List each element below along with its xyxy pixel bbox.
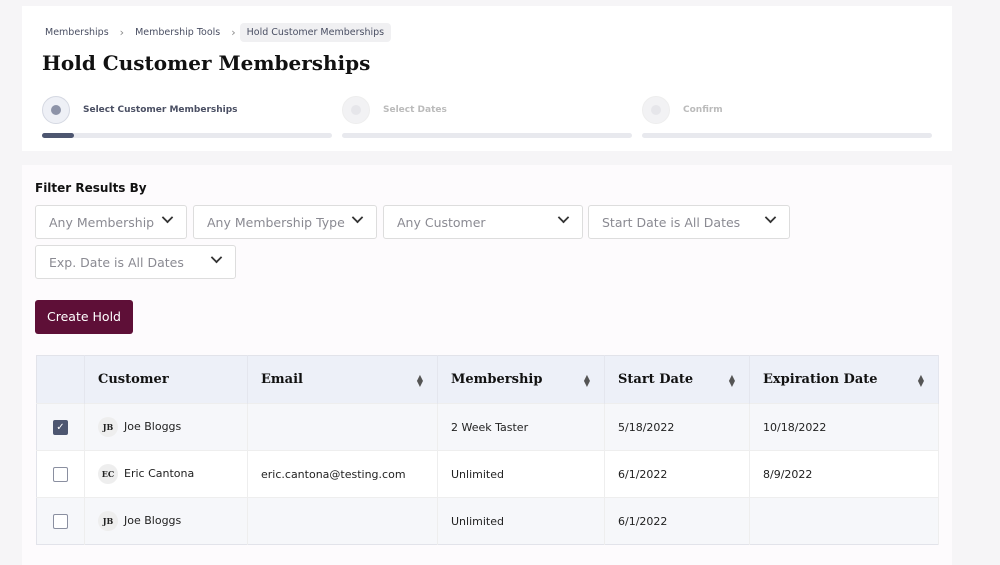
start-date-cell: 5/18/2022 xyxy=(604,403,750,451)
table-row[interactable]: EC Eric Cantona eric.cantona@testing.com … xyxy=(36,450,939,498)
avatar: EC xyxy=(98,464,118,484)
membership-cell: Unlimited xyxy=(437,497,605,545)
step-label: Select Customer Memberships xyxy=(83,105,238,115)
sort-icon[interactable]: ▲ ▼ xyxy=(416,372,423,388)
page-title: Hold Customer Memberships xyxy=(42,51,371,75)
start-date-filter-dropdown[interactable]: Start Date is All Dates xyxy=(588,205,790,239)
header-card: Memberships › Membership Tools › Hold Cu… xyxy=(22,6,952,151)
step-indicator-icon xyxy=(642,96,670,124)
membership-type-filter-dropdown[interactable]: Any Membership Type xyxy=(193,205,377,239)
step-indicator-icon xyxy=(342,96,370,124)
start-date-cell: 6/1/2022 xyxy=(604,497,750,545)
sort-icon[interactable]: ▲ ▼ xyxy=(583,372,590,388)
email-cell xyxy=(247,497,438,545)
membership-column-header[interactable]: Membership ▲ ▼ xyxy=(437,355,605,404)
step-progress-bar xyxy=(42,133,332,138)
start-date-cell: 6/1/2022 xyxy=(604,450,750,498)
email-cell: eric.cantona@testing.com xyxy=(247,450,438,498)
dropdown-value: Exp. Date is All Dates xyxy=(49,255,184,270)
sort-icon[interactable]: ▲ ▼ xyxy=(728,372,735,388)
expiration-date-cell xyxy=(749,497,939,545)
chevron-down-icon xyxy=(351,211,364,224)
breadcrumb-membership-tools[interactable]: Membership Tools xyxy=(135,27,221,38)
dropdown-value: Any Membership Type xyxy=(207,215,345,230)
membership-filter-dropdown[interactable]: Any Membership xyxy=(35,205,187,239)
customer-name: Eric Cantona xyxy=(124,467,195,480)
dropdown-value: Start Date is All Dates xyxy=(602,215,741,230)
avatar: JB xyxy=(98,511,118,531)
expiration-date-column-header[interactable]: Expiration Date ▲ ▼ xyxy=(749,355,939,404)
row-checkbox[interactable]: ✓ xyxy=(53,419,68,435)
membership-cell: Unlimited xyxy=(437,450,605,498)
customer-name: Joe Bloggs xyxy=(124,514,182,527)
avatar: JB xyxy=(98,417,118,437)
chevron-down-icon xyxy=(210,251,223,264)
breadcrumb: Memberships › Membership Tools › Hold Cu… xyxy=(38,23,392,42)
email-cell xyxy=(247,403,438,451)
create-hold-button[interactable]: Create Hold xyxy=(35,300,133,334)
row-checkbox[interactable] xyxy=(53,513,68,529)
customer-column-header[interactable]: Customer xyxy=(84,355,248,404)
chevron-right-icon: › xyxy=(119,26,125,39)
sort-icon[interactable]: ▲ ▼ xyxy=(917,372,924,388)
email-column-header[interactable]: Email ▲ ▼ xyxy=(247,355,438,404)
memberships-table: Customer Email ▲ ▼ Membership ▲ ▼ Start Date… xyxy=(36,355,939,545)
chevron-down-icon xyxy=(161,211,174,224)
step-progress-bar xyxy=(342,133,632,138)
breadcrumb-memberships[interactable]: Memberships xyxy=(45,27,109,38)
table-header-row: Customer Email ▲ ▼ Membership ▲ ▼ Start Date… xyxy=(36,355,939,404)
step-label: Confirm xyxy=(683,105,723,115)
table-row[interactable]: ✓ JB Joe Bloggs 2 Week Taster 5/18/2022 1… xyxy=(36,403,939,451)
expiration-date-cell: 8/9/2022 xyxy=(749,450,939,498)
customer-name: Joe Bloggs xyxy=(124,420,182,433)
exp-date-filter-dropdown[interactable]: Exp. Date is All Dates xyxy=(35,245,236,279)
select-column-header xyxy=(36,355,85,404)
step-indicator-icon xyxy=(42,96,70,124)
customer-filter-dropdown[interactable]: Any Customer xyxy=(383,205,583,239)
step-progress-bar xyxy=(642,133,932,138)
chevron-right-icon: › xyxy=(231,26,236,39)
membership-cell: 2 Week Taster xyxy=(437,403,605,451)
chevron-down-icon xyxy=(764,211,777,224)
start-date-column-header[interactable]: Start Date ▲ ▼ xyxy=(604,355,750,404)
breadcrumb-current: Hold Customer Memberships xyxy=(239,23,392,42)
row-checkbox[interactable] xyxy=(53,466,68,482)
step-label: Select Dates xyxy=(383,105,447,115)
chevron-down-icon xyxy=(557,211,570,224)
dropdown-value: Any Customer xyxy=(397,215,486,230)
table-row[interactable]: JB Joe Bloggs Unlimited 6/1/2022 xyxy=(36,497,939,545)
expiration-date-cell: 10/18/2022 xyxy=(749,403,939,451)
filter-card: Filter Results By Any Membership Any Mem… xyxy=(22,165,952,565)
dropdown-value: Any Membership xyxy=(49,215,155,230)
filter-title: Filter Results By xyxy=(35,181,147,195)
